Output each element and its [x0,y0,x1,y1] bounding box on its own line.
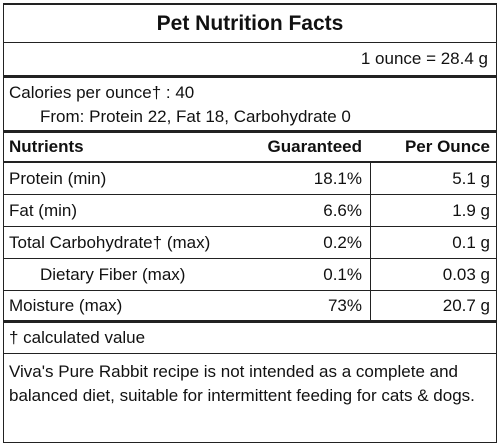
nutrient-name: Protein (min) [9,168,107,188]
nutrient-name: Total Carbohydrate† (max) [9,232,211,252]
table-row-carbohydrate: Total Carbohydrate† (max) 0.2% 0.1 g [4,227,496,259]
footnote: † calculated value [4,323,496,354]
per-ounce-value: 0.1 g [370,227,496,258]
guaranteed-value: 6.6% [323,200,362,220]
calories-line: Calories per ounce† : 40 [9,83,195,102]
table-row-fat: Fat (min) 6.6% 1.9 g [4,195,496,227]
header-guaranteed: Guaranteed [267,137,362,156]
per-ounce-value: 20.7 g [370,291,496,320]
label-title: Pet Nutrition Facts [4,5,496,43]
disclaimer: Viva's Pure Rabbit recipe is not intende… [9,362,475,405]
per-ounce-value: 0.03 g [370,259,496,290]
table-row-fiber: Dietary Fiber (max) 0.1% 0.03 g [4,259,496,291]
table-row-protein: Protein (min) 18.1% 5.1 g [4,163,496,195]
per-ounce-value: 1.9 g [370,195,496,226]
nutrient-name: Fat (min) [9,200,77,220]
guaranteed-value: 18.1% [313,168,362,188]
nutrient-name: Dietary Fiber (max) [40,264,186,284]
calories-breakdown: From: Protein 22, Fat 18, Carbohydrate 0 [40,107,351,126]
nutrition-facts-label: Pet Nutrition Facts 1 ounce = 28.4 g Cal… [3,3,497,443]
guaranteed-value: 0.1% [323,264,362,284]
nutrient-name: Moisture (max) [9,295,123,315]
calories-section: Calories per ounce† : 40 From: Protein 2… [4,78,496,133]
guaranteed-value: 0.2% [323,232,362,252]
table-header: Nutrients Guaranteed Per Ounce [4,133,496,163]
guaranteed-value: 73% [327,295,362,315]
serving-size: 1 ounce = 28.4 g [4,43,496,78]
header-per-ounce: Per Ounce [404,137,490,156]
per-ounce-value: 5.1 g [370,163,496,194]
header-nutrients: Nutrients [9,137,84,156]
table-row-moisture: Moisture (max) 73% 20.7 g [4,291,496,323]
